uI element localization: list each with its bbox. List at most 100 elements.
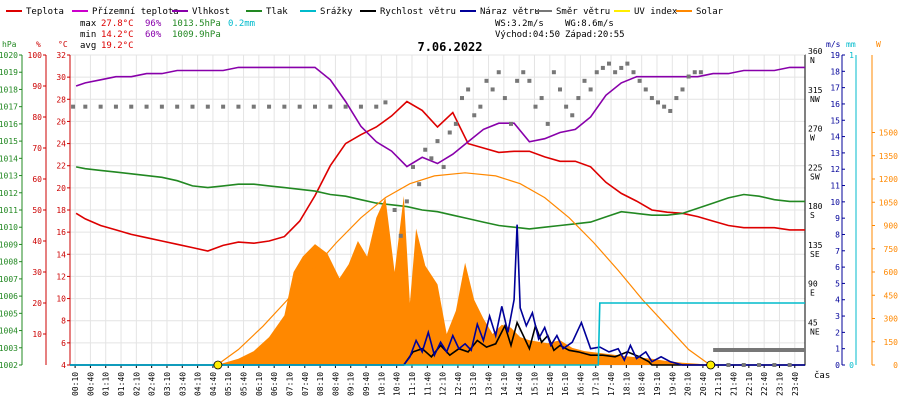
series-sm-r-v-tru-point [404, 199, 409, 204]
series-solar [217, 196, 711, 365]
direction-tick-dir: NE [810, 327, 820, 336]
x-tick-label: 15:10 [530, 372, 539, 396]
stats-min-label: min [80, 30, 96, 40]
x-tick-label: 18:10 [622, 372, 631, 396]
pressure-tick-label: 1006 [0, 292, 18, 301]
rain-unit: mm [846, 40, 856, 49]
stats-max-label: max [80, 19, 97, 29]
solar-tick-label: 300 [884, 315, 899, 324]
legend-label: Solar [696, 7, 724, 17]
series-sm-r-v-tru-point [613, 70, 618, 75]
series-sm-r-v-tru-point [282, 104, 287, 109]
series-sm-r-v-tru-point [236, 104, 241, 109]
temperature-tick-label: 30 [56, 73, 66, 82]
stats-max-rain: 0.2mm [228, 19, 255, 29]
solar-tick-label: 450 [884, 291, 899, 300]
direction-tick-dir: SE [810, 250, 820, 259]
series-sm-r-v-tru-point [398, 233, 403, 238]
pressure-tick-label: 1004 [0, 327, 18, 336]
x-tick-label: 11:40 [423, 372, 432, 396]
x-tick-label: 10:40 [393, 372, 402, 396]
wind-tick-label: 12 [830, 165, 840, 174]
series-sm-r-v-tru-point [144, 104, 149, 109]
x-tick-label: 19:40 [668, 372, 677, 396]
series-sm-r-v-tru-point [460, 96, 464, 101]
series-sm-r-v-tru-point [478, 104, 483, 109]
pressure-tick-label: 1012 [0, 189, 18, 198]
x-tick-label: 00:40 [86, 372, 95, 396]
pressure-tick-label: 1017 [0, 103, 18, 112]
sunrise-time: Východ:04:50 [495, 30, 560, 40]
x-tick-label: 22:10 [745, 372, 754, 396]
temperature-tick-label: 4 [61, 361, 66, 370]
stats-max-temp: 27.8°C [101, 19, 134, 29]
series-sm-r-v-tru-point [656, 100, 660, 105]
x-tick-label: 00:10 [71, 372, 80, 396]
direction-tick-label: 270 [808, 125, 823, 134]
x-tick-label: 13:10 [469, 372, 478, 396]
wind-tick-label: 13 [830, 149, 840, 158]
wind-tick-label: 2 [835, 328, 840, 337]
series-sm-r-v-tru-point [453, 121, 458, 126]
pressure-tick-label: 1007 [0, 275, 18, 284]
series-sm-r-v-tru-point [484, 78, 489, 83]
series-sm-r-v-tru-point [668, 108, 673, 113]
legend-label: Teplota [26, 7, 64, 17]
series-sm-r-v-tru-point [631, 70, 636, 75]
direction-tick-label: 135 [808, 241, 823, 250]
humidity-tick-label: 50 [32, 206, 42, 215]
pressure-tick-label: 1003 [0, 344, 18, 353]
direction-tick-dir: W [810, 134, 815, 143]
temperature-tick-label: 20 [56, 184, 66, 193]
series-sm-r-v-tru-point [787, 363, 792, 367]
series-sm-r-v-tru-point [772, 363, 777, 367]
series-sm-r-v-tru-point [205, 104, 210, 109]
x-tick-label: 23:40 [791, 372, 800, 396]
series-sm-r-v-tru-point [267, 104, 272, 109]
stats-min-temp: 14.2°C [101, 30, 134, 40]
x-tick-label: 16:10 [561, 372, 570, 396]
wind-tick-label: 3 [835, 312, 840, 321]
legend: Teplota Přízemní teplota Vlhkost Tlak Srážky… [6, 7, 724, 17]
temperature-tick-label: 12 [56, 272, 66, 281]
series-sm-r-v-tru-point [447, 130, 452, 135]
series-sm-r-v-tru-point [527, 78, 532, 83]
series-sm-r-v-tru-point [558, 87, 562, 92]
x-tick-label: 15:40 [546, 372, 555, 396]
legend-label: Rychlost větru [380, 7, 456, 17]
wind-tick-label: 1 [835, 345, 840, 354]
x-tick-label: 01:10 [102, 372, 111, 396]
x-tick-label: 08:10 [316, 372, 325, 396]
x-tick-label: 07:40 [301, 372, 310, 396]
humidity-tick-label: 40 [32, 237, 42, 246]
chart-title: 7.06.2022 [417, 40, 482, 54]
x-tick-label: 06:40 [270, 372, 279, 396]
marker-sunset [706, 360, 716, 370]
direction-tick-dir: SW [810, 172, 820, 181]
series-sm-r-v-tru-point [313, 104, 317, 109]
series-sm-r-v-tru-point [502, 96, 507, 101]
pressure-tick-label: 1008 [0, 258, 18, 267]
temperature-unit: °C [58, 40, 68, 49]
x-tick-label: 09:40 [362, 372, 371, 396]
temperature-tick-label: 10 [56, 295, 66, 304]
x-tick-label: 20:40 [699, 372, 708, 396]
temperature-tick-label: 24 [56, 140, 66, 149]
temperature-tick-label: 6 [61, 339, 66, 348]
series-sm-r-v-tru-point [545, 121, 550, 126]
legend-label: Srážky [320, 7, 353, 17]
marker-sunrise [213, 360, 223, 370]
temperature-tick-label: 22 [56, 162, 66, 171]
humidity-tick-label: 60 [32, 175, 42, 184]
series-sm-r-v-tru-point [741, 363, 746, 367]
pressure-tick-label: 1009 [0, 240, 18, 249]
x-tick-label: 16:40 [576, 372, 585, 396]
series-sm-r-v-tru-point [674, 96, 679, 101]
x-tick-label: 04:40 [209, 372, 218, 396]
series-sm-r-v-tru-point [496, 70, 501, 75]
wind-tick-label: 17 [830, 84, 840, 93]
solar-tick-label: 600 [884, 268, 899, 277]
temperature-tick-label: 32 [56, 51, 66, 60]
series-sm-r-v-tru-point [600, 65, 605, 70]
